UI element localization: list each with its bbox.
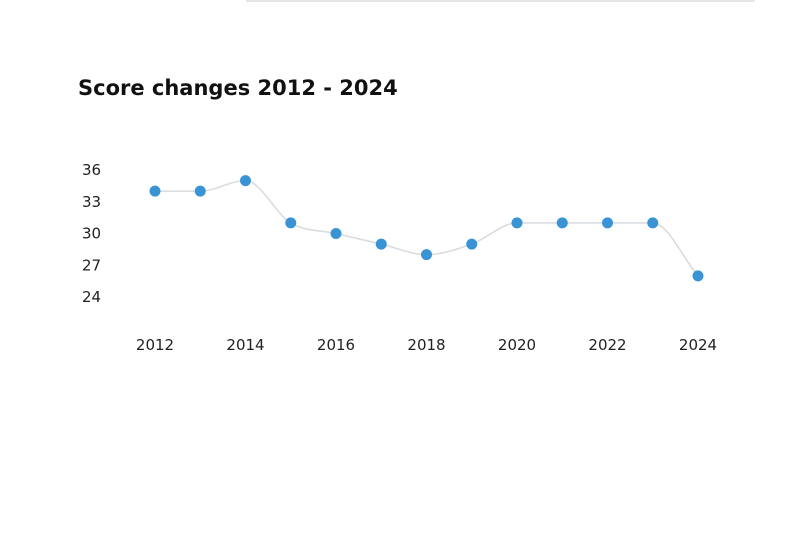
series-points	[149, 175, 704, 282]
y-tick-label: 30	[82, 225, 101, 243]
data-point-2024[interactable]	[692, 270, 704, 282]
data-point-2017[interactable]	[375, 238, 387, 250]
data-point-2012[interactable]	[149, 185, 161, 197]
x-tick-label: 2014	[226, 336, 264, 354]
top-divider	[246, 0, 755, 2]
data-point-2014[interactable]	[240, 175, 251, 187]
data-point-2020[interactable]	[511, 217, 523, 229]
data-point-2023[interactable]	[647, 217, 659, 229]
data-point-2016[interactable]	[330, 228, 342, 239]
x-tick-label: 2022	[588, 336, 626, 354]
series-line	[155, 179, 699, 277]
y-tick-label: 36	[82, 161, 101, 179]
x-tick-label: 2018	[407, 336, 445, 354]
chart-title: Score changes 2012 - 2024	[78, 76, 398, 100]
y-tick-label: 27	[82, 256, 101, 274]
y-axis-labels: 36 33 30 27 24	[82, 161, 101, 306]
y-tick-label: 24	[82, 288, 101, 306]
x-tick-label: 2024	[679, 336, 717, 354]
data-point-2018[interactable]	[421, 249, 432, 261]
data-point-2019[interactable]	[466, 238, 478, 250]
data-point-2021[interactable]	[556, 217, 568, 229]
data-point-2022[interactable]	[602, 217, 613, 229]
x-axis-labels: 2012 2014 2016 2018 2020 2022 2024	[136, 336, 717, 354]
x-tick-label: 2012	[136, 336, 174, 354]
data-point-2015[interactable]	[285, 217, 297, 229]
x-tick-label: 2016	[317, 336, 355, 354]
y-tick-label: 33	[82, 193, 101, 211]
data-point-2013[interactable]	[194, 185, 206, 197]
x-tick-label: 2020	[498, 336, 536, 354]
